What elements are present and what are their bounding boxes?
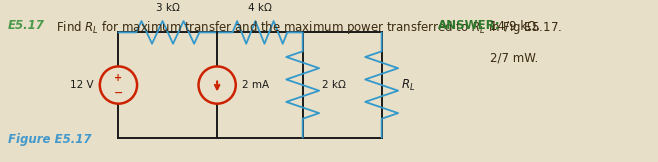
Text: ANSWER:: ANSWER: (438, 19, 500, 32)
Text: Find $R_L$ for maximum transfer and the maximum power transferred to $R_L$ in Fi: Find $R_L$ for maximum transfer and the … (56, 19, 562, 36)
Text: 2 mA: 2 mA (242, 80, 270, 90)
Text: 4 kΩ: 4 kΩ (248, 3, 272, 13)
Text: 14/9 kΩ,: 14/9 kΩ, (490, 19, 540, 32)
Text: Figure E5.17: Figure E5.17 (8, 133, 91, 146)
Text: 2/7 mW.: 2/7 mW. (490, 52, 538, 65)
Text: 3 kΩ: 3 kΩ (156, 3, 180, 13)
Text: +: + (114, 73, 122, 83)
Text: 12 V: 12 V (70, 80, 93, 90)
Text: 2 kΩ: 2 kΩ (322, 80, 346, 90)
Text: E5.17: E5.17 (8, 19, 45, 32)
Text: −: − (114, 88, 123, 98)
Text: $R_L$: $R_L$ (401, 77, 416, 93)
